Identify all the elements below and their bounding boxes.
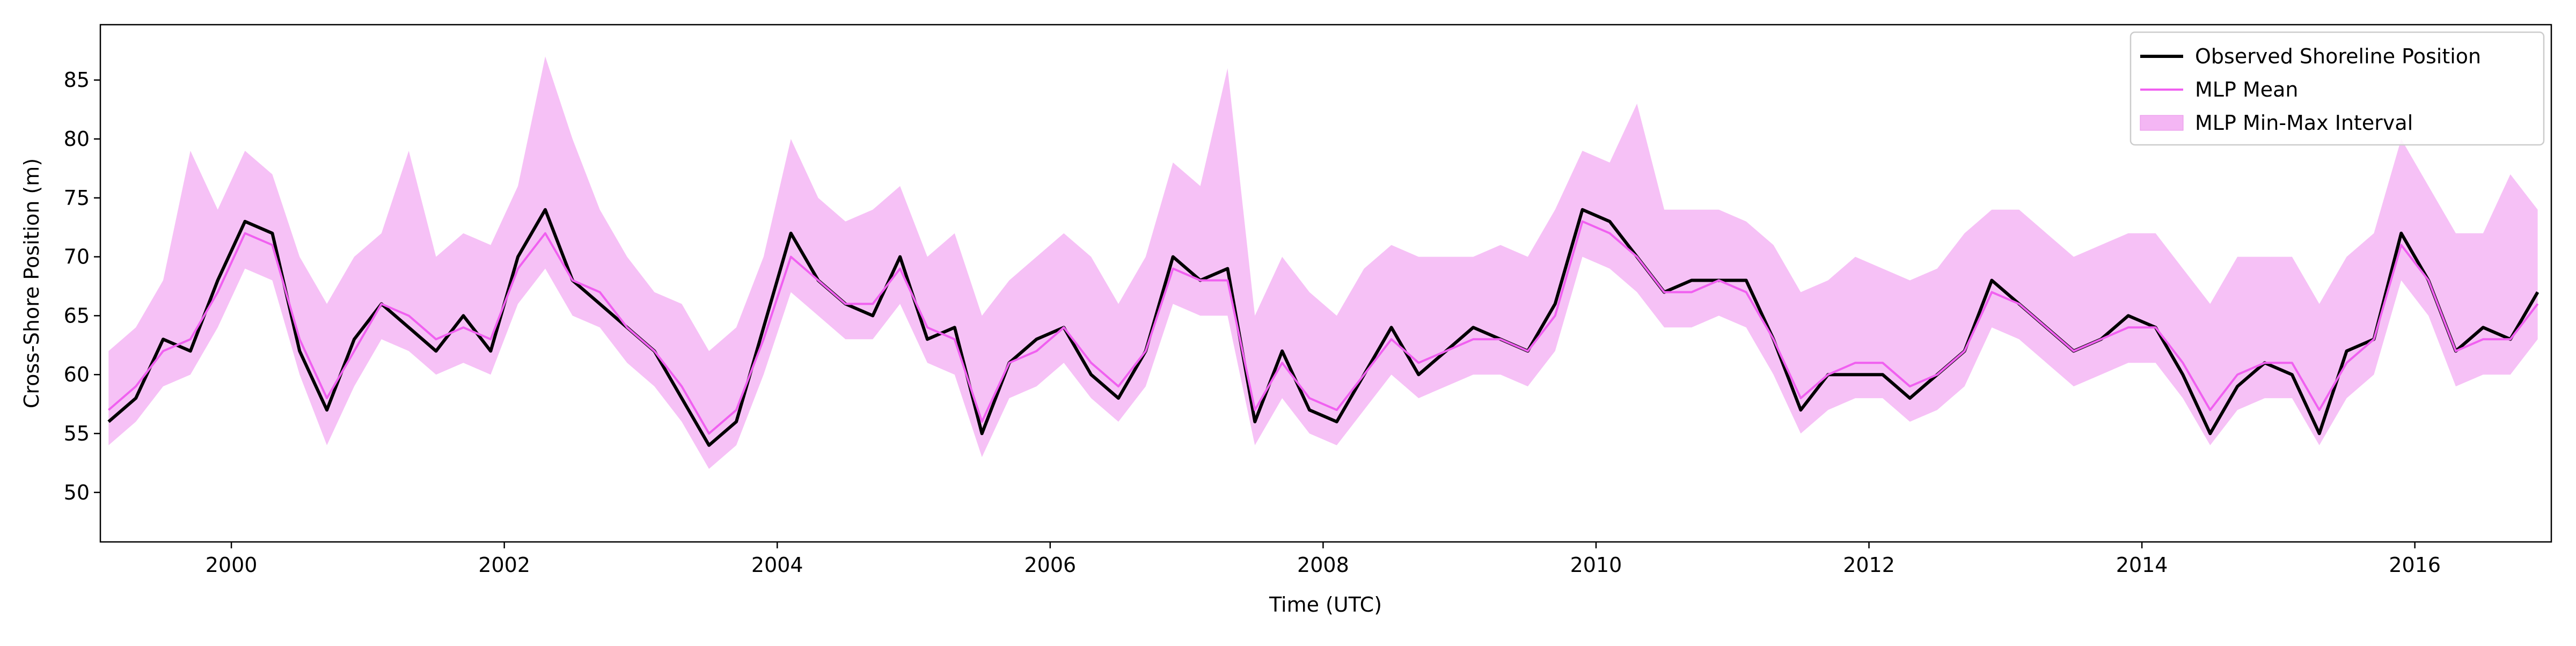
x-axis-label: Time (UTC) <box>1269 593 1382 616</box>
x-tick-label: 2010 <box>1570 553 1622 577</box>
y-tick-label: 50 <box>64 481 90 504</box>
y-tick-label: 65 <box>64 304 90 327</box>
x-tick-label: 2004 <box>751 553 803 577</box>
legend-label: Observed Shoreline Position <box>2195 45 2481 68</box>
x-tick-label: 2006 <box>1024 553 1076 577</box>
plot <box>107 56 2540 469</box>
x-tick-label: 2008 <box>1297 553 1349 577</box>
legend-label: MLP Min-Max Interval <box>2195 111 2413 135</box>
y-tick-label: 70 <box>64 245 90 269</box>
legend-label: MLP Mean <box>2195 78 2299 101</box>
plot-frame <box>99 24 2552 543</box>
series-line <box>107 220 2539 435</box>
y-tick-label: 55 <box>64 422 90 445</box>
y-tick-label: 75 <box>64 186 90 210</box>
x-tick-label: 2012 <box>1843 553 1895 577</box>
series-line <box>107 208 2540 447</box>
y-tick-label: 60 <box>64 363 90 386</box>
x-tick-label: 2016 <box>2389 553 2441 577</box>
x-tick-label: 2000 <box>206 553 258 577</box>
legend-swatch <box>2140 115 2184 131</box>
interval-band <box>108 56 2538 469</box>
x-tick-label: 2002 <box>478 553 530 577</box>
y-axis-label: Cross-Shore Position (m) <box>20 158 43 408</box>
legend-box <box>2129 31 2545 146</box>
y-tick-label: 85 <box>64 68 90 92</box>
y-tick-label: 80 <box>64 127 90 151</box>
x-tick-label: 2014 <box>2116 553 2168 577</box>
